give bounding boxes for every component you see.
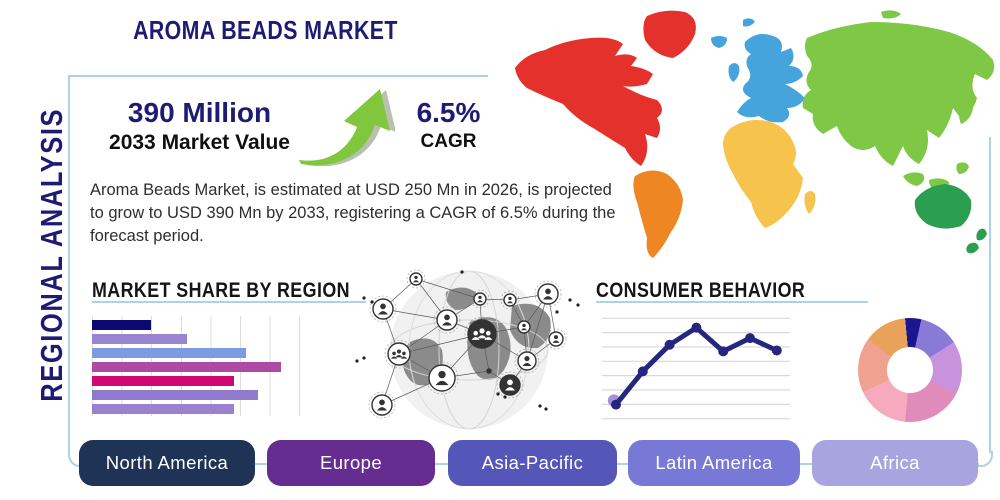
box-corner-bottom-left	[68, 451, 84, 467]
map-asia	[802, 22, 995, 166]
box-border-right	[989, 137, 991, 453]
map-north-america	[515, 37, 662, 166]
consumer-behavior-line-chart	[602, 317, 790, 420]
map-iceland	[711, 36, 727, 48]
consumer-behavior-underline	[596, 301, 868, 303]
region-button-africa[interactable]: Africa	[812, 440, 978, 486]
map-arctic-isles	[881, 10, 901, 19]
region-button-europe[interactable]: Europe	[267, 440, 435, 486]
market-share-heading: MARKET SHARE BY REGION	[92, 279, 350, 302]
market-value-number: 390 Million	[127, 97, 272, 128]
map-africa	[723, 120, 803, 228]
map-uk	[728, 63, 740, 82]
consumer-behavior-heading: CONSUMER BEHAVIOR	[596, 279, 806, 302]
bar-segment	[92, 390, 258, 400]
bar-segment	[92, 320, 151, 330]
map-europe	[737, 34, 805, 123]
donut-hole	[887, 347, 933, 393]
map-svalbard	[743, 18, 755, 27]
bar-segment	[92, 334, 187, 344]
box-border-top	[68, 75, 488, 77]
bar-segment	[92, 404, 234, 414]
map-indonesia-1	[903, 172, 925, 186]
cagr-stat: 6.5% CAGR	[396, 97, 501, 153]
map-madagascar	[804, 191, 816, 214]
box-corner-bottom-right	[977, 451, 993, 467]
map-greenland	[643, 10, 696, 59]
cagr-number: 6.5%	[416, 97, 481, 128]
region-button-latin-america[interactable]: Latin America	[628, 440, 800, 486]
side-vertical-label: REGIONAL ANALYSIS	[34, 108, 69, 402]
bar-segment	[92, 362, 281, 372]
page-title: AROMA BEADS MARKET	[132, 15, 398, 45]
region-donut-chart	[858, 318, 962, 422]
globe-network-graphic	[355, 269, 580, 430]
map-new-zealand-south	[966, 242, 979, 254]
world-map	[515, 10, 995, 258]
region-button-north-america[interactable]: North America	[79, 440, 255, 486]
market-value-stat: 390 Million 2033 Market Value	[82, 97, 317, 155]
map-philippines	[956, 162, 969, 174]
map-australia	[914, 184, 972, 229]
map-japan	[959, 103, 973, 124]
market-share-bar-chart	[92, 316, 304, 416]
growth-arrow-icon	[299, 89, 395, 166]
bar-segment	[92, 348, 246, 358]
region-button-asia-pacific[interactable]: Asia-Pacific	[448, 440, 617, 486]
box-border-left	[68, 75, 70, 453]
cagr-caption: CAGR	[420, 131, 477, 152]
market-description: Aroma Beads Market, is estimated at USD …	[90, 181, 616, 246]
map-new-zealand-north	[976, 228, 987, 241]
bar-segment	[92, 376, 234, 386]
map-south-america	[633, 170, 683, 258]
market-share-underline	[92, 301, 366, 303]
market-value-caption: 2033 Market Value	[109, 131, 290, 154]
